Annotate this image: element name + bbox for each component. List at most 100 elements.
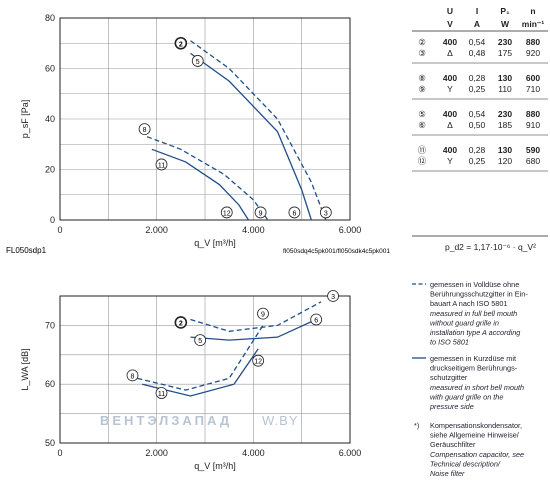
curve-marker xyxy=(288,206,301,219)
x-tick-label: 2.000 xyxy=(145,448,168,458)
curve-marker xyxy=(194,334,207,347)
legend-dashed-text: without guard grille in xyxy=(430,318,499,327)
curve-marker xyxy=(327,290,339,302)
x-tick-label: 6.000 xyxy=(339,448,362,458)
curve-marker xyxy=(155,387,168,399)
table-cell: ③ xyxy=(418,48,426,58)
table-cell: 590 xyxy=(526,145,540,155)
table-unit: V xyxy=(447,19,453,29)
curve-marker-label: 2 xyxy=(179,320,183,327)
table-cell: 0,54 xyxy=(469,37,486,47)
curve-marker-label: 8 xyxy=(131,373,135,380)
table-cell: Y xyxy=(447,84,453,94)
curve-marker xyxy=(174,36,188,50)
table-cell: 0,28 xyxy=(469,145,486,155)
legend-dashed-text: measured in full bell mouth xyxy=(430,309,517,318)
table-cell: 230 xyxy=(498,37,512,47)
table-cell: 0,25 xyxy=(469,84,486,94)
table-cell: 880 xyxy=(526,109,540,119)
table-header: P₁ xyxy=(500,6,510,16)
curve-marker xyxy=(191,55,204,67)
legend-dashed-text: bauart A nach ISO 5801 xyxy=(430,299,508,308)
table-cell: ⑥ xyxy=(418,120,426,130)
curve-marker xyxy=(155,158,168,171)
curve-marker-label: 9 xyxy=(259,210,263,217)
curve-marker-label: 8 xyxy=(143,127,147,134)
curve-marker-label: 9 xyxy=(261,312,265,319)
chart-footer-left: FL050sdp1 xyxy=(6,246,47,255)
table-cell: 910 xyxy=(526,120,540,130)
legend-dashed-text: Berührungsschutzgitter in Ein- xyxy=(430,290,528,299)
footnote-mark: *) xyxy=(414,421,419,430)
plot-frame xyxy=(59,17,351,221)
table-cell: 680 xyxy=(526,156,540,166)
table-cell: ⑪ xyxy=(418,145,427,155)
table-cell: Δ xyxy=(447,48,453,58)
series-line-2 xyxy=(190,301,322,332)
curve-marker xyxy=(257,307,269,320)
curve-marker-label: 6 xyxy=(292,210,296,217)
legend-solid-text: measured in short bell mouth xyxy=(430,383,524,392)
y-axis-label: L_WA [dB] xyxy=(20,348,30,390)
y-tick-label: 20 xyxy=(45,165,55,175)
table-cell: 120 xyxy=(498,156,512,166)
curve-marker xyxy=(126,369,139,382)
sound-power-chart: 0 2.000 4.000 6.000 50 60 70 L_WA [dB] q_V [m³/h… xyxy=(20,290,362,471)
y-tick-label: 60 xyxy=(45,64,55,74)
legend-solid-text: gemessen in Kurzdüse mit xyxy=(430,354,516,363)
table-cell: Y xyxy=(447,156,453,166)
table-unit: A xyxy=(474,19,480,29)
footnote-text: Noise filter xyxy=(430,469,465,478)
table-cell: 400 xyxy=(443,73,457,83)
curve-marker xyxy=(252,354,265,367)
table-cell: 710 xyxy=(526,84,540,94)
footnote-text: Compensation capacitor, see xyxy=(430,450,524,459)
footnote-text: Kompensationskondensator, xyxy=(430,421,522,430)
dynamic-pressure-formula: p_d2 = 1,17·10⁻⁶ · q_V² xyxy=(412,235,548,252)
table-cell: 400 xyxy=(443,37,457,47)
table-cell: 185 xyxy=(498,120,512,130)
legend-dashed-text: installation type A according xyxy=(430,328,520,337)
table-cell: 400 xyxy=(443,145,457,155)
series-line-8 xyxy=(137,325,264,391)
curve-marker-label: 5 xyxy=(198,338,202,345)
table-cell: 130 xyxy=(498,73,512,83)
table-cell: 600 xyxy=(526,73,540,83)
footnote-text: siehe Allgemeine Hinweise/ xyxy=(430,431,520,440)
x-axis-label: q_V [m³/h] xyxy=(194,238,236,248)
formula-text: p_d2 = 1,17·10⁻⁶ · q_V² xyxy=(445,242,536,252)
table-cell: Δ xyxy=(447,120,453,130)
table-header: I xyxy=(476,6,478,16)
table-cell: 0,54 xyxy=(469,109,486,119)
curve-marker-label: 3 xyxy=(324,210,328,217)
watermark-suffix: W.BY xyxy=(262,413,299,428)
table-cell: 0,50 xyxy=(469,120,486,130)
x-tick-label: 4.000 xyxy=(242,225,265,235)
table-header: U xyxy=(447,6,453,16)
y-tick-label: 40 xyxy=(45,114,55,124)
table-cell: ⑨ xyxy=(418,84,426,94)
legend-dashed-text: to ISO 5801 xyxy=(430,338,469,347)
curve-marker-label: 11 xyxy=(158,162,165,169)
series-line-2 xyxy=(190,40,327,221)
pressure-chart: 0 2.000 4.000 6.000 0 20 40 60 80 p_sF [Pa] q_V [m… xyxy=(20,13,361,248)
table-unit: W xyxy=(501,19,510,29)
table-cell: 400 xyxy=(443,109,457,119)
measurement-legend: gemessen in Volldüse ohneBerührungsschut… xyxy=(412,280,528,478)
y-tick-label: 0 xyxy=(50,215,55,225)
curve-marker xyxy=(174,316,188,329)
table-cell: 0,48 xyxy=(469,48,486,58)
series-line-5 xyxy=(190,318,317,341)
curve-marker-label: 12 xyxy=(223,210,231,217)
series-line-5 xyxy=(190,52,312,221)
legend-dashed-text: gemessen in Volldüse ohne xyxy=(430,280,519,289)
table-unit: min⁻¹ xyxy=(522,19,545,29)
table-cell: 920 xyxy=(526,48,540,58)
table-header: n xyxy=(530,6,535,16)
curve-marker-label: 6 xyxy=(314,318,318,325)
x-axis-label: q_V [m³/h] xyxy=(194,461,236,471)
x-tick-label: 4.000 xyxy=(242,448,265,458)
curve-marker-label: 2 xyxy=(179,41,183,48)
